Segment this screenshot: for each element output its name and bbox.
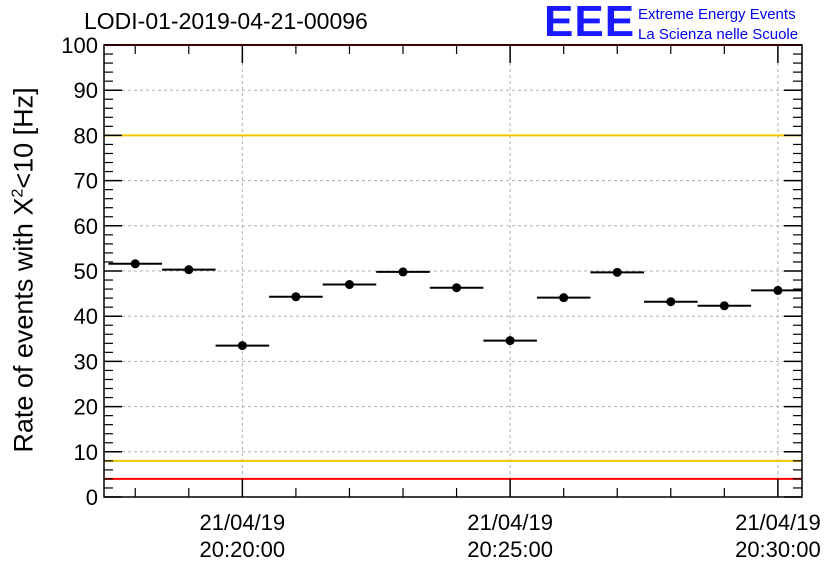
tick-labels: 010203040506070809010021/04/1920:20:0021… bbox=[61, 33, 820, 562]
data-point bbox=[344, 280, 354, 290]
x-tick-time: 20:30:00 bbox=[735, 537, 821, 562]
logo-text-line2: La Scienza nelle Scuole bbox=[638, 26, 799, 43]
x-tick-time: 20:20:00 bbox=[200, 537, 286, 562]
logo-mark: EEE bbox=[544, 0, 636, 46]
y-tick-label: 90 bbox=[74, 78, 98, 103]
x-tick-date: 21/04/19 bbox=[200, 510, 286, 535]
x-tick-date: 21/04/19 bbox=[735, 510, 821, 535]
y-tick-label: 30 bbox=[74, 349, 98, 374]
y-tick-label: 10 bbox=[74, 440, 98, 465]
data-point bbox=[612, 267, 622, 277]
x-tick-time: 20:25:00 bbox=[467, 537, 553, 562]
data-point bbox=[452, 283, 462, 293]
y-axis-label-prefix: Rate of events with X bbox=[8, 197, 39, 453]
data-point bbox=[559, 293, 569, 303]
eee-logo: EEE Extreme Energy Events La Scienza nel… bbox=[544, 0, 836, 46]
data-point bbox=[398, 267, 408, 277]
data-point bbox=[666, 297, 676, 307]
data-point bbox=[719, 301, 729, 311]
y-axis-label-superscript: 2 bbox=[9, 188, 27, 198]
logo-text-line1: Extreme Energy Events bbox=[638, 6, 796, 23]
x-tick-date: 21/04/19 bbox=[467, 510, 553, 535]
chart-title: LODI-01-2019-04-21-00096 bbox=[84, 8, 368, 34]
data-point bbox=[237, 341, 247, 351]
data-point bbox=[505, 336, 515, 346]
data-series bbox=[108, 259, 802, 351]
y-axis-label-suffix: <10 [Hz] bbox=[8, 87, 39, 189]
y-tick-label: 80 bbox=[74, 123, 98, 148]
data-point bbox=[130, 259, 140, 269]
y-axis-label: Rate of events with X2<10 [Hz] bbox=[9, 87, 40, 452]
data-point bbox=[291, 292, 301, 302]
y-tick-label: 70 bbox=[74, 169, 98, 194]
y-tick-label: 40 bbox=[74, 304, 98, 329]
y-tick-label: 100 bbox=[61, 33, 98, 58]
y-tick-label: 0 bbox=[86, 485, 98, 510]
grid bbox=[104, 45, 802, 497]
reference-lines bbox=[104, 44, 802, 480]
axis-ticks bbox=[104, 44, 802, 498]
data-point bbox=[773, 285, 783, 295]
y-tick-label: 60 bbox=[74, 214, 98, 239]
y-tick-label: 20 bbox=[74, 395, 98, 420]
y-tick-label: 50 bbox=[74, 259, 98, 284]
data-point bbox=[184, 265, 194, 275]
